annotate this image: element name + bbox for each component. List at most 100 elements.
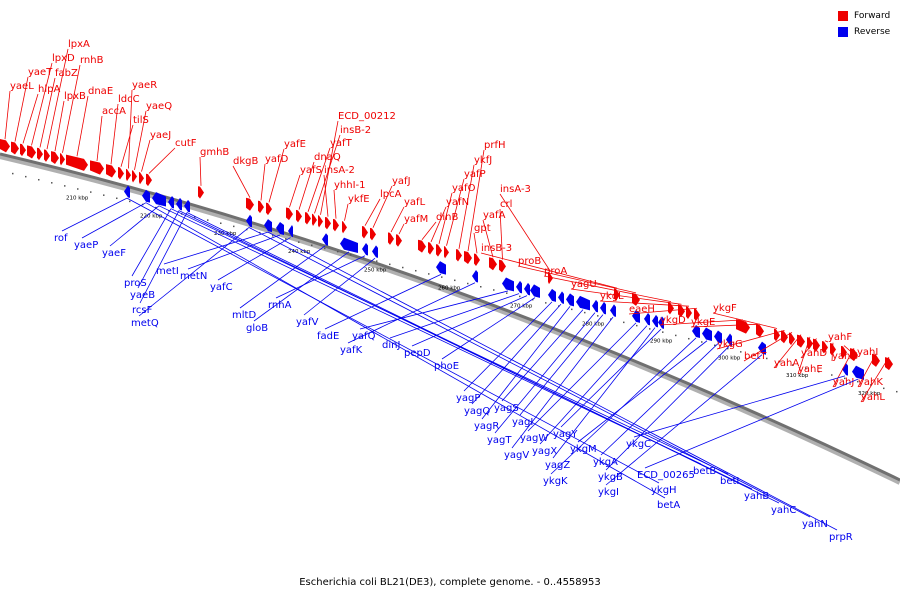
reverse-label-ykgk[interactable]: ykgK xyxy=(543,476,568,487)
reverse-label-fade[interactable]: fadE xyxy=(317,331,339,342)
forward-label-yafl[interactable]: yafL xyxy=(404,197,426,208)
reverse-label-rnha[interactable]: rnhA xyxy=(268,300,292,311)
reverse-gene-block-8[interactable] xyxy=(276,222,284,235)
forward-gene-lpxd-3[interactable] xyxy=(27,145,36,159)
reverse-label-glob[interactable]: gloB xyxy=(246,323,268,334)
forward-gene-yaer-12[interactable] xyxy=(126,168,131,182)
forward-gene-ecd-00212-24[interactable] xyxy=(318,215,323,228)
forward-gene-cutf-15[interactable] xyxy=(146,173,152,187)
forward-gene-acca-9[interactable] xyxy=(90,160,104,175)
reverse-gene-block-34[interactable] xyxy=(726,333,732,347)
forward-label-ykgf[interactable]: ykgF xyxy=(713,303,737,314)
forward-label-insa-3[interactable]: insA-3 xyxy=(500,184,531,195)
forward-gene-ykfj-36[interactable] xyxy=(456,249,462,262)
forward-gene-yael-0[interactable] xyxy=(0,139,10,153)
reverse-label-rof[interactable]: rof xyxy=(54,233,68,244)
forward-label-proa[interactable]: proA xyxy=(544,266,567,277)
reverse-gene-block-36[interactable] xyxy=(842,363,848,376)
reverse-gene-block-6[interactable] xyxy=(246,214,252,228)
forward-gene-yhhi-1-26[interactable] xyxy=(333,218,339,232)
reverse-label-meti[interactable]: metI xyxy=(156,266,179,277)
reverse-gene-block-12[interactable] xyxy=(362,242,368,256)
forward-label-prfh[interactable]: prfH xyxy=(484,140,506,151)
reverse-label-ykgm[interactable]: ykgM xyxy=(570,444,597,455)
reverse-label-yagx[interactable]: yagX xyxy=(532,446,557,457)
forward-gene-yafl-30[interactable] xyxy=(388,232,394,245)
reverse-label-yagt[interactable]: yagT xyxy=(487,435,512,446)
forward-label-lpxa[interactable]: lpxA xyxy=(68,39,90,50)
forward-label-yahk[interactable]: yahK xyxy=(858,377,883,388)
reverse-gene-block-15[interactable] xyxy=(472,270,478,283)
forward-label-ecd-00212[interactable]: ECD_00212 xyxy=(338,111,396,122)
forward-gene-insb-3-42[interactable] xyxy=(614,288,620,301)
forward-label-yahi[interactable]: yahJ xyxy=(833,377,854,388)
reverse-gene-block-14[interactable] xyxy=(436,261,446,275)
reverse-gene-block-32[interactable] xyxy=(702,327,712,342)
forward-label-ykgl[interactable]: ykgL xyxy=(600,291,624,302)
reverse-label-yagy[interactable]: yagY xyxy=(553,429,578,440)
forward-label-gpt[interactable]: gpt xyxy=(474,223,491,234)
reverse-label-ykga[interactable]: ykgA xyxy=(593,457,618,468)
forward-gene-yafs-20[interactable] xyxy=(286,207,293,221)
reverse-gene-block-26[interactable] xyxy=(610,304,616,317)
forward-gene-crl-40[interactable] xyxy=(499,259,506,273)
forward-label-yhhi-1[interactable]: yhhI-1 xyxy=(334,180,366,191)
reverse-gene-block-25[interactable] xyxy=(600,301,606,315)
reverse-label-yagw[interactable]: yagW xyxy=(520,433,548,444)
forward-label-dinb[interactable]: dinB xyxy=(436,212,458,223)
forward-label-rnhb[interactable]: rnhB xyxy=(80,55,104,66)
forward-label-yahf[interactable]: yahF xyxy=(828,332,852,343)
forward-label-yaeq[interactable]: yaeQ xyxy=(146,101,172,112)
forward-gene-ldcc-10[interactable] xyxy=(106,164,116,178)
reverse-label-yafk[interactable]: yafK xyxy=(340,345,363,356)
forward-label-yael[interactable]: yaeL xyxy=(10,81,34,92)
forward-gene-lpxa-5[interactable] xyxy=(44,149,50,162)
forward-label-crl[interactable]: crl xyxy=(500,199,512,210)
reverse-gene-block-31[interactable] xyxy=(692,324,700,338)
forward-label-yafa[interactable]: yafA xyxy=(483,210,506,221)
forward-gene-yaeq-13[interactable] xyxy=(132,170,137,183)
forward-label-yahj[interactable]: yahI xyxy=(857,347,878,358)
forward-label-yahd[interactable]: yahD xyxy=(801,348,827,359)
reverse-gene-block-21[interactable] xyxy=(558,291,564,304)
reverse-label-prpr[interactable]: prpR xyxy=(829,532,853,543)
forward-gene-ykgd-48[interactable] xyxy=(736,319,750,334)
forward-gene-prfh-37[interactable] xyxy=(464,251,472,265)
forward-label-lpxb[interactable]: lpxB xyxy=(64,91,86,102)
forward-label-dnae[interactable]: dnaE xyxy=(88,86,113,97)
reverse-gene-block-9[interactable] xyxy=(288,224,293,238)
forward-gene-yaha-53[interactable] xyxy=(797,334,805,348)
reverse-label-yafv[interactable]: yafV xyxy=(296,317,319,328)
forward-label-yaha[interactable]: yahA xyxy=(774,358,799,369)
reverse-gene-block-20[interactable] xyxy=(548,288,556,302)
forward-label-yafe[interactable]: yafE xyxy=(284,139,306,150)
forward-gene-yahl-61[interactable] xyxy=(885,357,893,371)
reverse-label-rcsf[interactable]: rcsF xyxy=(132,305,153,316)
reverse-label-yags[interactable]: yagS xyxy=(494,403,519,414)
forward-gene-dinb-32[interactable] xyxy=(418,239,426,253)
forward-gene-eaeh-47[interactable] xyxy=(694,308,700,321)
forward-gene-gmhb-16[interactable] xyxy=(198,186,204,199)
forward-label-yafj[interactable]: yafJ xyxy=(392,176,411,187)
forward-gene-yahd-55[interactable] xyxy=(813,338,820,352)
forward-label-yahg[interactable]: yahG xyxy=(832,351,858,362)
reverse-gene-block-33[interactable] xyxy=(714,330,722,344)
forward-label-ykgd[interactable]: ykgD xyxy=(660,315,686,326)
forward-label-yagu[interactable]: yagU xyxy=(571,279,597,290)
forward-gene-yagu-45[interactable] xyxy=(678,304,685,318)
forward-label-ykfe[interactable]: ykfE xyxy=(348,194,370,205)
forward-label-eaeh[interactable]: eaeH xyxy=(629,304,655,315)
reverse-label-yagz[interactable]: yagZ xyxy=(545,460,570,471)
forward-gene-ykgl-46[interactable] xyxy=(686,306,692,319)
forward-gene-rnhb-7[interactable] xyxy=(60,153,65,166)
forward-gene-yafj-29[interactable] xyxy=(370,227,376,241)
reverse-label-ykgb[interactable]: ykgB xyxy=(598,472,623,483)
forward-gene-bett-52[interactable] xyxy=(789,332,795,346)
forward-gene-lpxb-6[interactable] xyxy=(51,151,59,164)
forward-label-yafd[interactable]: yafD xyxy=(265,154,289,165)
forward-gene-yaet-1[interactable] xyxy=(11,141,19,155)
reverse-label-metq[interactable]: metQ xyxy=(131,318,159,329)
forward-label-cutf[interactable]: cutF xyxy=(175,138,197,149)
forward-label-dkgb[interactable]: dkgB xyxy=(233,156,258,167)
reverse-gene-block-22[interactable] xyxy=(566,293,574,307)
